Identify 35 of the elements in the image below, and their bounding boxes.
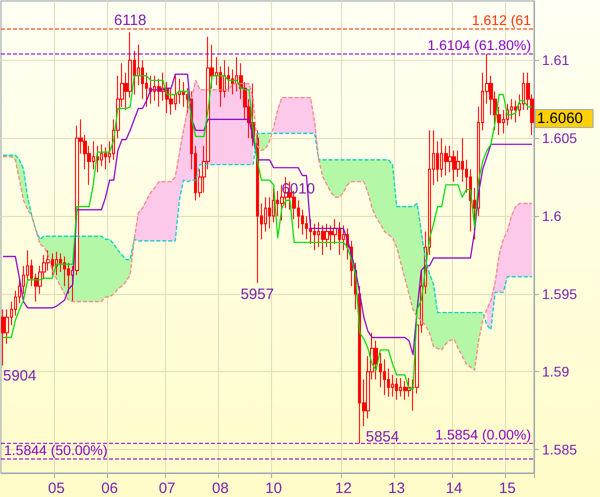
- candlestick: [428, 130, 431, 256]
- candlestick: [313, 223, 316, 251]
- candlestick: [1, 308, 5, 366]
- ref-line-label: 1.6104 (61.80%): [427, 36, 531, 53]
- x-tick-label: 08: [212, 480, 229, 497]
- x-tick-label: 13: [388, 480, 405, 497]
- annotation: 5854: [366, 428, 400, 446]
- annotation: 5957: [240, 286, 274, 303]
- text: 1.6060: [537, 110, 583, 128]
- x-tick-label: 14: [446, 480, 462, 497]
- y-tick-label: 1.59: [542, 364, 570, 380]
- ref-line-label: 1.612 (61: [472, 12, 532, 28]
- y-tick-label: 1.6: [542, 208, 562, 224]
- x-tick-label: 12: [335, 480, 352, 497]
- candlestick: [149, 75, 152, 104]
- candlestick: [71, 265, 74, 302]
- y-tick-label: 1.61: [542, 52, 570, 68]
- ref-line-label: 1.5844 (50.00%): [4, 442, 108, 458]
- candlestick: [403, 380, 407, 400]
- candlestick: [96, 145, 99, 173]
- y-tick-label: 1.605: [542, 130, 578, 146]
- candlestick: [321, 224, 325, 256]
- y-tick-label: 1.595: [542, 286, 578, 302]
- annotation: 5904: [3, 368, 36, 385]
- x-tick-label: 15: [499, 480, 516, 497]
- x-tick-label: 05: [48, 480, 65, 497]
- y-tick-label: 1.585: [542, 442, 578, 458]
- x-tick-label: 06: [101, 480, 118, 497]
- ref-line-label: 1.5854 (0.00%): [435, 426, 531, 442]
- candlestick: [452, 150, 456, 182]
- candlestick: [395, 377, 398, 400]
- x-tick-label: 10: [265, 480, 282, 497]
- x-tick-label: 07: [158, 480, 176, 497]
- annotation: 6118: [114, 12, 146, 30]
- line-series: [2, 132, 533, 330]
